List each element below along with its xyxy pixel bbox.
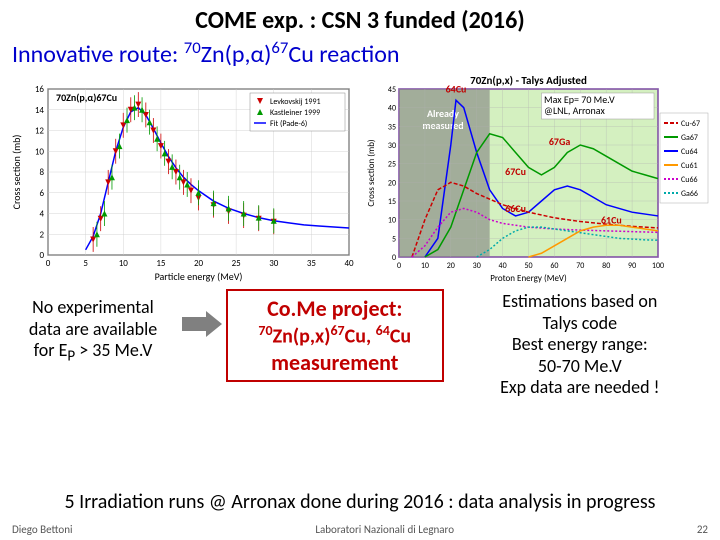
svg-text:Ga67: Ga67 [681, 133, 698, 143]
svg-text:Cross section (mb): Cross section (mb) [10, 135, 23, 210]
svg-text:2: 2 [39, 229, 44, 240]
svg-text:0: 0 [392, 253, 396, 263]
svg-text:20: 20 [447, 261, 455, 271]
svg-text:14: 14 [35, 105, 45, 116]
svg-text:5: 5 [392, 234, 396, 244]
r4: 50-70 Me.V [538, 355, 622, 377]
bottom-status: 5 Irradiation runs @ Arronax done during… [0, 490, 720, 514]
svg-text:10: 10 [388, 216, 396, 226]
talys-chart: Alreadymeasured0102030405060708090100051… [365, 73, 710, 283]
right-note: Estimations based on Talys code Best ene… [448, 289, 712, 399]
footer-author: Diego Bettoni [12, 523, 73, 536]
svg-text:Kastleiner 1999: Kastleiner 1999 [270, 108, 320, 118]
right-chart-svg: Alreadymeasured0102030405060708090100051… [365, 73, 710, 283]
svg-text:70Zn(p,α)67Cu: 70Zn(p,α)67Cu [56, 91, 117, 104]
sup64: 64 [376, 322, 390, 339]
project-line2: 70Zn(p,x)67Cu, 64Cu [230, 322, 440, 349]
left-note-l2: data are available [29, 318, 157, 340]
arrow-icon [182, 289, 222, 339]
svg-text:0: 0 [397, 261, 401, 271]
svg-text:40: 40 [499, 261, 507, 271]
svg-text:25: 25 [388, 160, 396, 170]
svg-text:Particle energy (MeV): Particle energy (MeV) [155, 270, 243, 283]
znpx: Zn(p,x) [273, 325, 331, 349]
project-line1: Co.Me project: [230, 295, 440, 322]
svg-text:0: 0 [46, 258, 51, 269]
svg-text:40: 40 [344, 258, 354, 269]
left-note-l1: No experimental [32, 296, 154, 318]
svg-text:25: 25 [232, 258, 242, 269]
svg-text:10: 10 [35, 146, 45, 157]
svg-text:30: 30 [269, 258, 279, 269]
svg-text:15: 15 [156, 258, 166, 269]
svg-text:5: 5 [83, 258, 88, 269]
svg-text:50: 50 [524, 261, 532, 271]
left-note: No experimental data are available for E… [8, 289, 178, 366]
sup67: 67 [330, 322, 344, 339]
svg-text:Cu61: Cu61 [681, 161, 698, 171]
left-note-l3a: for E [34, 339, 68, 361]
svg-text:45: 45 [388, 85, 396, 95]
sup70: 70 [258, 322, 272, 339]
subtitle-prefix: Innovative route: [12, 40, 184, 69]
r3: Best energy range: [512, 333, 648, 355]
svg-text:20: 20 [388, 178, 396, 188]
cross-section-chart: 0 5 10 15 20 25 30 35 40 0 2 4 6 8 10 12 14 16 Particle en… [10, 73, 355, 283]
svg-text:90: 90 [628, 261, 636, 271]
svg-text:measured: measured [422, 119, 463, 132]
svg-text:Proton Energy (MeV): Proton Energy (MeV) [490, 273, 567, 283]
svg-text:16: 16 [35, 84, 45, 95]
project-line3: measurement [230, 349, 440, 376]
left-note-sub: P [67, 348, 75, 366]
cu1: Cu, [345, 325, 376, 349]
svg-text:4: 4 [39, 209, 44, 220]
project-box: Co.Me project: 70Zn(p,x)67Cu, 64Cu measu… [226, 289, 444, 382]
svg-text:20: 20 [194, 258, 204, 269]
slide-title: COME exp. : CSN 3 funded (2016) [0, 0, 720, 35]
svg-text:80: 80 [602, 261, 610, 271]
slide-subtitle: Innovative route: 70Zn(p,α)67Cu reaction [0, 35, 720, 69]
footer-page: 22 [697, 523, 708, 536]
cu2: Cu [390, 325, 411, 349]
svg-text:30: 30 [473, 261, 481, 271]
reaction-text: 70Zn(p,α)67Cu reaction [184, 40, 400, 69]
svg-text:@LNL, Arronax: @LNL, Arronax [544, 104, 605, 117]
svg-text:40: 40 [388, 104, 396, 114]
left-chart-svg: 0 5 10 15 20 25 30 35 40 0 2 4 6 8 10 12 14 16 Particle en… [10, 73, 355, 283]
svg-text:12: 12 [35, 126, 45, 137]
svg-text:Cu64: Cu64 [681, 147, 698, 157]
svg-text:Fit (Pade-6): Fit (Pade-6) [270, 119, 307, 129]
svg-text:35: 35 [307, 258, 317, 269]
svg-text:67Cu: 67Cu [505, 165, 526, 178]
svg-text:30: 30 [388, 141, 396, 151]
svg-text:Cross section (mb): Cross section (mb) [366, 139, 377, 207]
svg-text:35: 35 [388, 122, 396, 132]
r2: Talys code [543, 312, 618, 334]
footer-lab: Laboratori Nazionali di Legnaro [315, 523, 454, 536]
svg-text:10: 10 [421, 261, 429, 271]
svg-text:60: 60 [550, 261, 558, 271]
svg-text:70: 70 [576, 261, 584, 271]
svg-text:67Ga: 67Ga [549, 135, 571, 148]
svg-text:Cu-67: Cu-67 [681, 119, 700, 129]
r1: Estimations based on [502, 290, 657, 312]
svg-text:10: 10 [119, 258, 129, 269]
left-note-l3b: > 35 Me.V [75, 339, 152, 361]
svg-text:64Cu: 64Cu [446, 83, 467, 96]
svg-text:6: 6 [39, 188, 44, 199]
svg-text:8: 8 [39, 167, 44, 178]
svg-text:61Cu: 61Cu [601, 213, 622, 226]
svg-text:Levkovskij 1991: Levkovskij 1991 [270, 97, 321, 107]
svg-text:0: 0 [39, 250, 44, 261]
svg-text:Cu66: Cu66 [681, 175, 698, 185]
svg-text:70Zn(p,x) - Talys Adjusted: 70Zn(p,x) - Talys Adjusted [470, 74, 587, 87]
r5: Exp data are needed ! [500, 376, 659, 398]
svg-text:Ga66: Ga66 [681, 189, 698, 199]
svg-text:66Cu: 66Cu [505, 202, 526, 215]
svg-text:15: 15 [388, 197, 396, 207]
svg-text:100: 100 [652, 261, 664, 271]
